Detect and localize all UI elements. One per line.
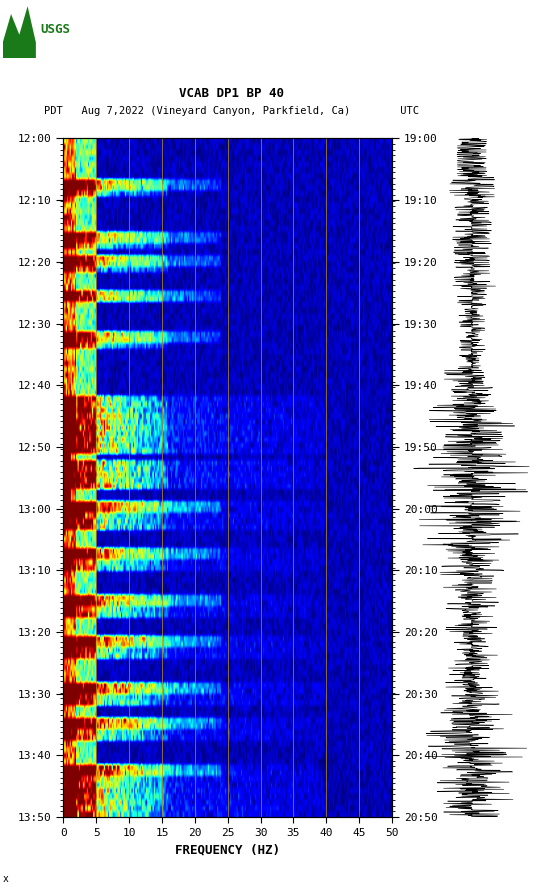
Text: USGS: USGS: [40, 23, 70, 36]
X-axis label: FREQUENCY (HZ): FREQUENCY (HZ): [175, 843, 280, 856]
Text: x: x: [3, 874, 9, 884]
Text: PDT   Aug 7,2022 (Vineyard Canyon, Parkfield, Ca)        UTC: PDT Aug 7,2022 (Vineyard Canyon, Parkfie…: [44, 105, 420, 116]
Polygon shape: [3, 6, 36, 58]
Text: VCAB DP1 BP 40: VCAB DP1 BP 40: [179, 88, 284, 100]
